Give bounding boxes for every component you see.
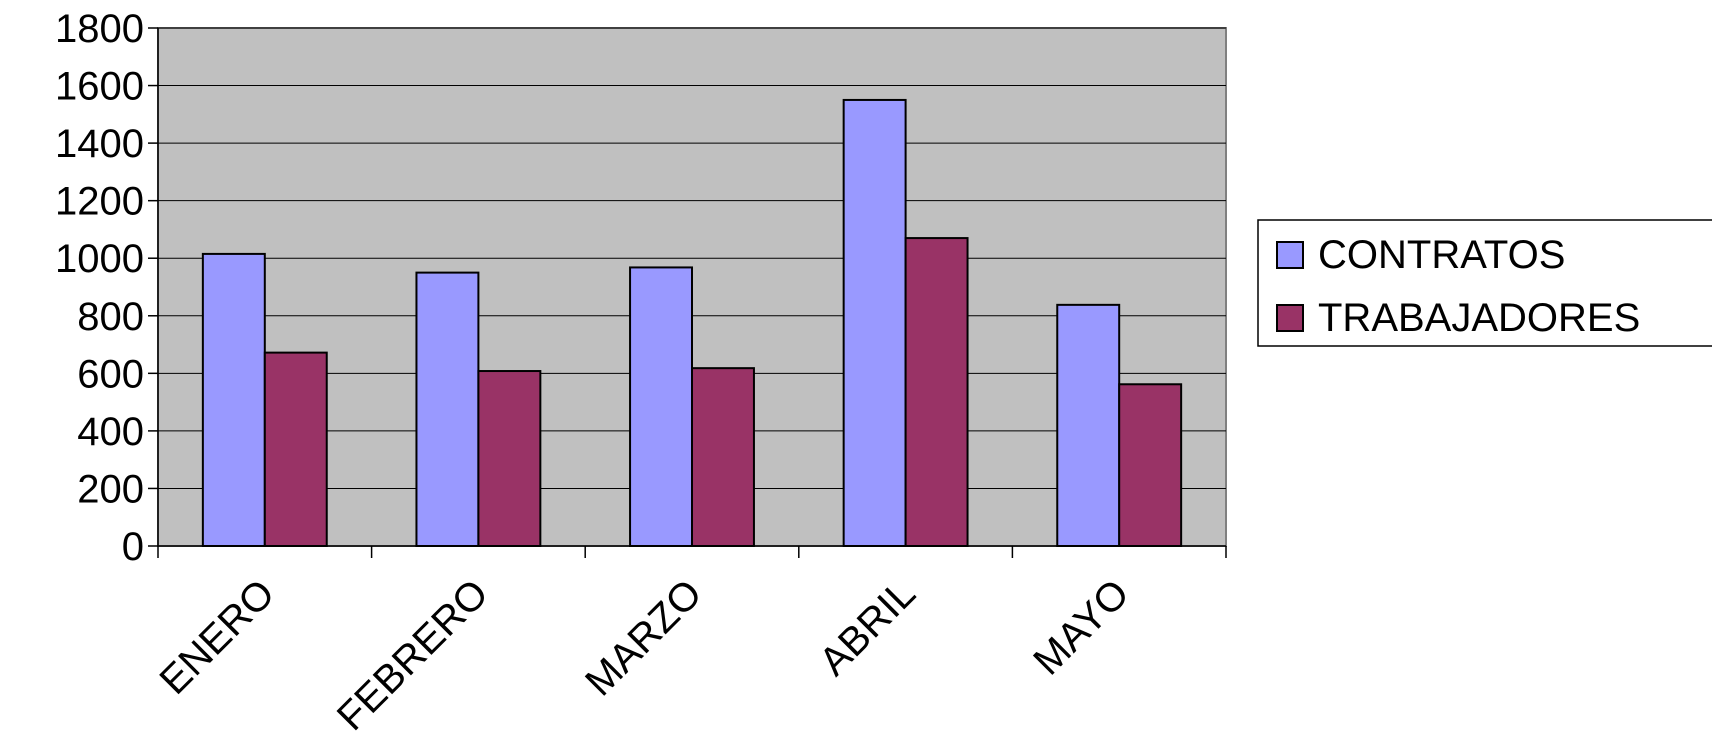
y-tick-label: 1600 <box>55 65 144 109</box>
y-tick-label: 600 <box>77 352 144 396</box>
bar-contratos-mayo <box>1056 303 1121 547</box>
y-tick-label: 200 <box>77 467 144 511</box>
y-tick-label: 1400 <box>55 122 144 166</box>
bar-contratos-febrero <box>415 271 480 547</box>
bar-contratos-enero <box>201 252 266 547</box>
x-tick-label: MAYO <box>1025 571 1137 683</box>
legend: CONTRATOS TRABAJADORES <box>1257 219 1712 347</box>
y-tick-label: 1200 <box>55 180 144 224</box>
x-tick-label: FEBRERO <box>329 571 497 739</box>
bars <box>201 98 1183 548</box>
bar-trabajadores-abril <box>904 237 969 547</box>
axes <box>148 27 1227 558</box>
bar-trabajadores-enero <box>263 351 328 548</box>
y-tick-label: 0 <box>122 525 144 569</box>
legend-label-contratos: CONTRATOS <box>1318 233 1565 277</box>
legend-swatch-contratos <box>1276 241 1304 269</box>
x-tick-labels: ENERO FEBRERO MARZO ABRIL MAYO <box>151 571 1137 739</box>
x-tick-label: ABRIL <box>811 571 924 684</box>
y-tick-labels: 0 200 400 600 800 1000 1200 1400 1600 1800 <box>55 7 144 569</box>
bar-trabajadores-marzo <box>691 367 755 547</box>
x-tick-label: ENERO <box>151 571 283 703</box>
y-tick-label: 400 <box>77 410 144 454</box>
bar-contratos-abril <box>842 98 907 547</box>
bar-contratos-marzo <box>629 266 694 547</box>
y-tick-label: 1000 <box>55 237 144 281</box>
y-tick-label: 1800 <box>55 7 144 51</box>
bar-trabajadores-mayo <box>1118 383 1183 547</box>
legend-box <box>1257 219 1712 347</box>
x-tick-label: MARZO <box>577 571 710 704</box>
legend-swatch-trabajadores <box>1276 304 1304 332</box>
bar-trabajadores-febrero <box>477 370 542 547</box>
y-tick-label: 800 <box>77 295 144 339</box>
legend-label-trabajadores: TRABAJADORES <box>1318 296 1640 340</box>
gridlines <box>158 27 1226 489</box>
